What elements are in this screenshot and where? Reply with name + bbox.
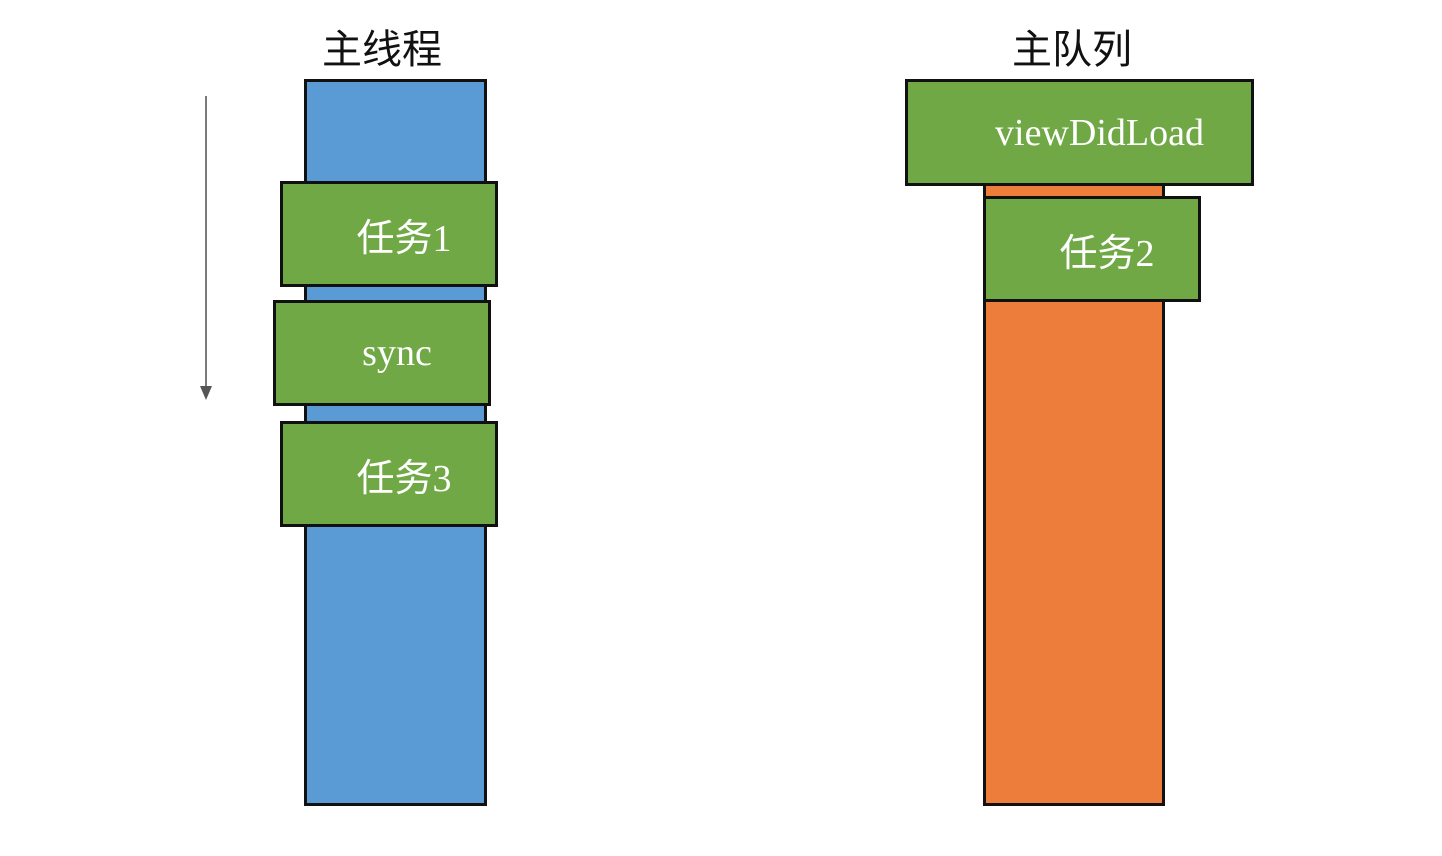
block-label: 任务3	[356, 457, 452, 500]
block-label: viewDidLoad	[995, 111, 1204, 154]
block-label: sync	[362, 332, 432, 374]
main-thread-sync: sync	[273, 300, 491, 406]
main-queue-viewdidload: viewDidLoad	[905, 79, 1254, 186]
main-queue-task-2: 任务2	[983, 196, 1201, 302]
block-label: 任务1	[356, 217, 452, 260]
main-thread-task-1: 任务1	[280, 181, 498, 287]
block-label: 任务2	[1059, 232, 1155, 275]
main-queue-title: 主队列	[1012, 27, 1132, 73]
arrow-down-icon	[200, 96, 212, 400]
main-thread-title: 主线程	[322, 27, 442, 73]
main-thread-task-3: 任务3	[280, 421, 498, 527]
